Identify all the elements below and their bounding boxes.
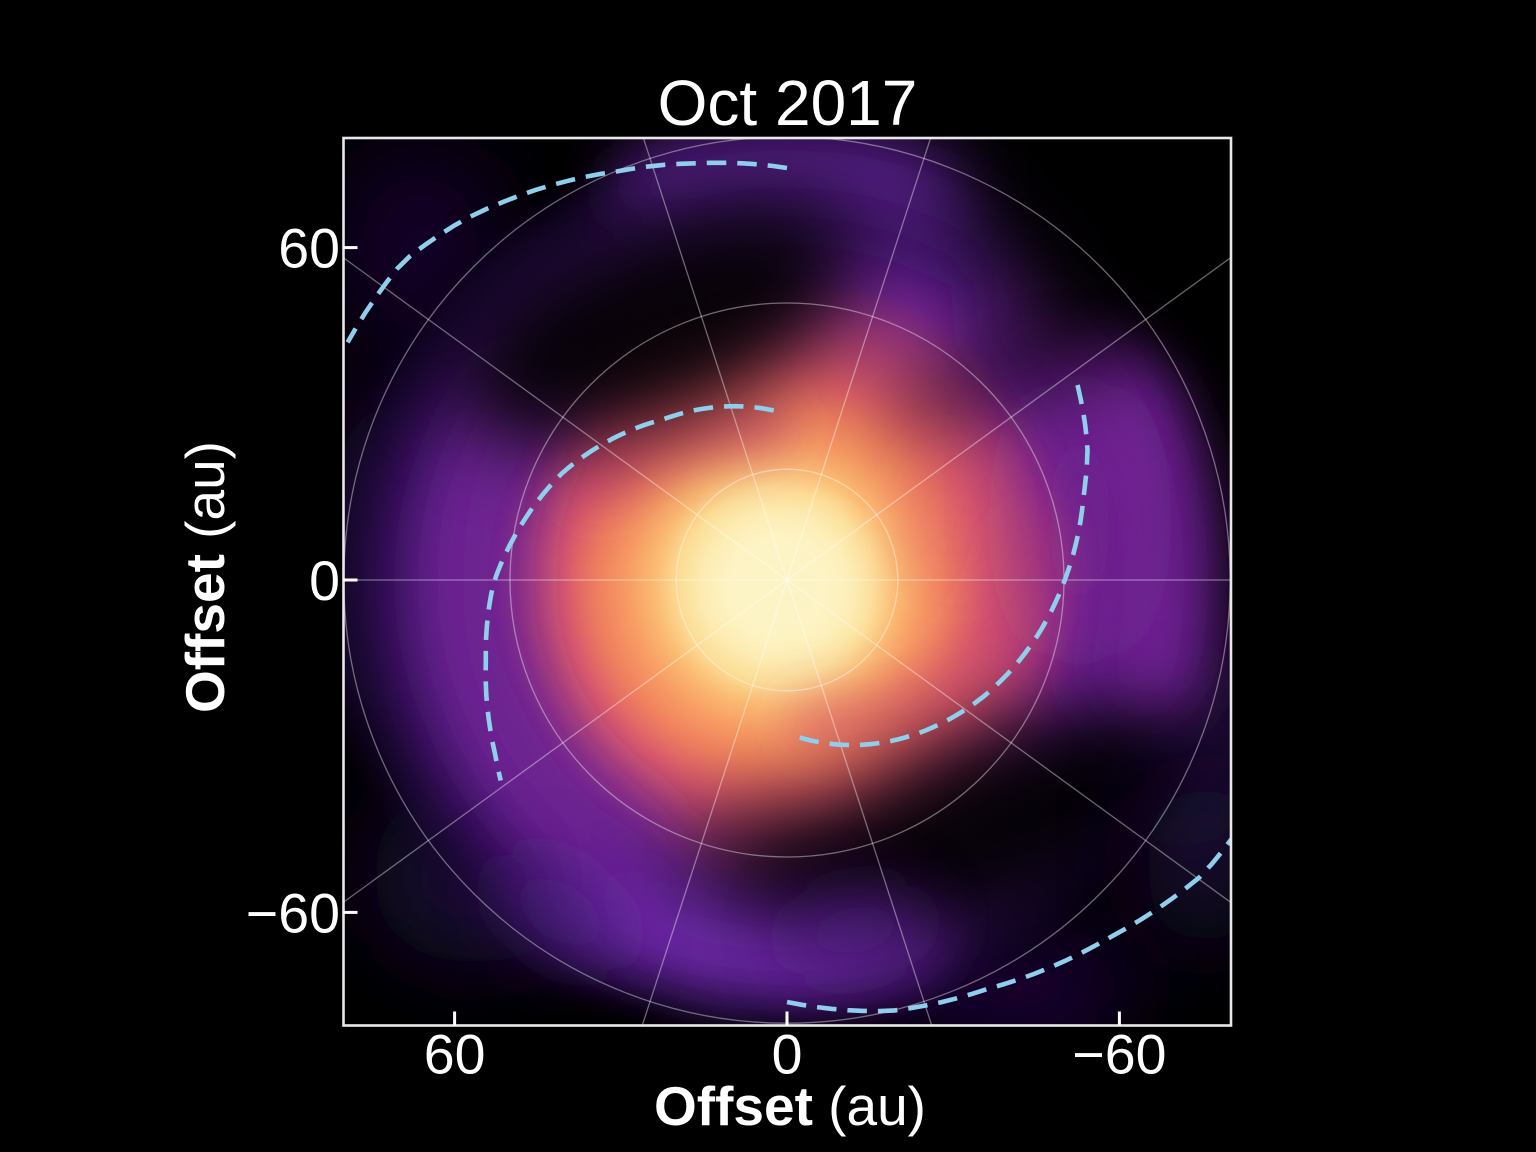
svg-text:Oct 2017: Oct 2017 [658,67,918,139]
svg-text:60: 60 [424,1023,486,1085]
svg-text:−60: −60 [1072,1023,1166,1085]
svg-text:Offset (au): Offset (au) [174,441,236,713]
svg-text:0: 0 [309,550,340,612]
svg-text:0: 0 [772,1023,803,1085]
svg-text:−60: −60 [246,882,340,944]
svg-text:Offset (au): Offset (au) [654,1075,926,1137]
svg-text:60: 60 [278,218,340,280]
